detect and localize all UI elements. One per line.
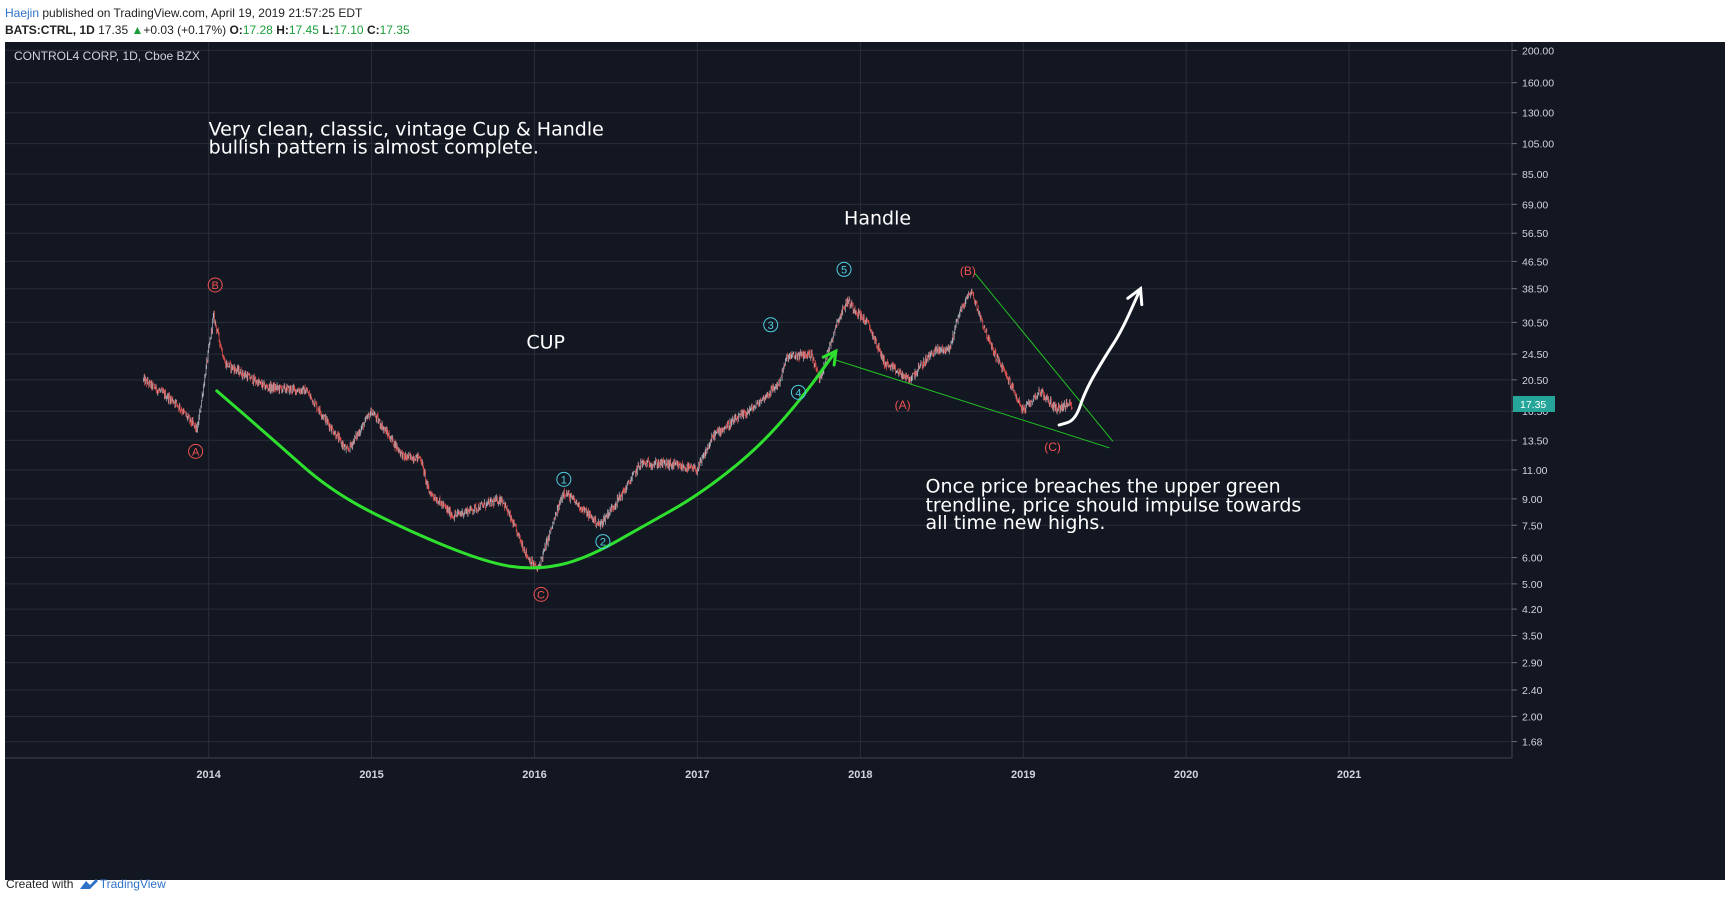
wave-label: C <box>537 589 545 601</box>
footer: Created with TradingView <box>6 877 166 891</box>
drawings <box>215 272 1144 570</box>
annotation-text: Handle <box>844 208 911 230</box>
wave-label: A <box>192 446 200 458</box>
time-tick-label: 2020 <box>1174 769 1198 781</box>
price-tick-label: 11.00 <box>1522 465 1548 477</box>
time-tick-label: 2021 <box>1337 769 1361 781</box>
price-tick-label: 38.50 <box>1522 284 1548 296</box>
price-tick-label: 200.00 <box>1522 45 1554 57</box>
low-value: 17.10 <box>333 23 364 37</box>
cup-curve <box>215 349 838 570</box>
cup-arrowhead <box>821 348 838 367</box>
wave-label: 3 <box>768 320 774 332</box>
time-tick-label: 2014 <box>196 769 221 781</box>
price-chart[interactable]: B A C 1 2 3 4 5 (B) (A) (C) Very clean, classic, v… <box>5 42 1725 880</box>
low-label: L: <box>322 23 334 37</box>
symbol-label: BATS:CTRL, 1D <box>5 23 95 37</box>
price-tick-label: 7.50 <box>1522 520 1543 532</box>
trendline <box>835 359 1110 449</box>
ohlc-line: BATS:CTRL, 1D 17.35 ▲+0.03 (+0.17%) O:17… <box>5 23 410 37</box>
time-tick-label: 2015 <box>359 769 383 781</box>
last-price-badge <box>1513 395 1555 412</box>
up-arrow-icon: ▲ <box>131 23 144 37</box>
wave-labels: B A C 1 2 3 4 5 (B) (A) (C) <box>188 261 1061 602</box>
last-price-badge-label: 17.35 <box>1520 399 1546 411</box>
price-tick-label: 46.50 <box>1522 256 1548 268</box>
wave-label-circle <box>790 384 806 400</box>
wave-label-circle <box>207 277 223 293</box>
axes: 200.00 160.00 130.00 105.00 85.00 69.00 56.50 4… <box>5 42 1555 781</box>
close-value: 17.35 <box>379 23 410 37</box>
price-change: +0.03 (+0.17%) <box>143 23 227 37</box>
price-tick-label: 2.00 <box>1522 711 1543 723</box>
chart-area[interactable]: B A C 1 2 3 4 5 (B) (A) (C) Very clean, classic, v… <box>5 42 1725 880</box>
wave-label: 2 <box>600 537 606 549</box>
price-tick-label: 20.50 <box>1522 375 1548 387</box>
price-tick-label: 160.00 <box>1522 78 1554 90</box>
open-label: O: <box>229 23 243 37</box>
wave-label-circle <box>836 261 852 277</box>
chart-header: Haejin published on TradingView.com, Apr… <box>0 0 1728 42</box>
wave-label-circle <box>595 534 611 550</box>
annotation-text: bullish pattern is almost complete. <box>209 137 539 159</box>
price-tick-label: 2.40 <box>1522 685 1543 697</box>
high-value: 17.45 <box>288 23 319 37</box>
close-label: C: <box>366 23 380 37</box>
annotations: Very clean, classic, vintage Cup & Handl… <box>209 119 1302 535</box>
open-value: 17.28 <box>242 23 273 37</box>
wave-label: 4 <box>795 387 801 399</box>
wave-label: (B) <box>960 264 976 278</box>
price-tick-label: 4.20 <box>1522 604 1543 616</box>
projection-arrow <box>1057 287 1143 427</box>
price-tick-label: 5.00 <box>1522 579 1543 591</box>
candles <box>143 288 1073 573</box>
annotation-text: Once price breaches the upper green <box>925 476 1280 498</box>
price-tick-label: 56.50 <box>1522 228 1548 240</box>
price-tick-label: 3.50 <box>1522 630 1543 642</box>
created-with-text: Created with <box>6 877 74 891</box>
time-tick-label: 2017 <box>685 769 709 781</box>
wave-label-circle <box>763 317 779 333</box>
wave-label-circle <box>556 471 572 487</box>
time-tick-label: 2016 <box>522 769 546 781</box>
price-tick-label: 130.00 <box>1522 108 1554 120</box>
time-tick-label: 2018 <box>848 769 872 781</box>
time-tick-label: 2019 <box>1011 769 1035 781</box>
wave-label: (A) <box>895 398 911 412</box>
publish-line: Haejin published on TradingView.com, Apr… <box>5 6 362 20</box>
price-tick-label: 24.50 <box>1522 349 1548 361</box>
wave-label: 5 <box>841 264 847 276</box>
price-tick-label: 6.00 <box>1522 553 1543 565</box>
published-text: published on TradingView.com, April 19, … <box>42 6 363 20</box>
high-label: H: <box>276 23 289 37</box>
price-tick-label: 30.50 <box>1522 317 1548 329</box>
author-link[interactable]: Haejin <box>5 6 40 20</box>
tradingview-brand[interactable]: TradingView <box>99 877 166 891</box>
annotation-text: Very clean, classic, vintage Cup & Handl… <box>209 119 604 141</box>
wave-label: B <box>211 280 218 292</box>
wave-label: (C) <box>1044 440 1061 454</box>
chart-background <box>5 42 1725 880</box>
wave-label-circle <box>533 586 549 602</box>
trendline <box>973 272 1114 442</box>
price-tick-label: 13.50 <box>1522 435 1548 447</box>
last-price: 17.35 <box>98 23 129 37</box>
price-tick-label: 2.90 <box>1522 658 1543 670</box>
wave-label: 1 <box>561 474 567 486</box>
price-tick-label: 105.00 <box>1522 139 1554 151</box>
annotation-text: CUP <box>526 331 565 353</box>
price-tick-label: 9.00 <box>1522 494 1543 506</box>
projection-arrowhead <box>1126 285 1144 307</box>
price-tick-label: 69.00 <box>1522 199 1548 211</box>
grid <box>5 42 1512 758</box>
tradingview-logo-icon <box>79 879 98 889</box>
annotation-text: all time new highs. <box>925 512 1105 534</box>
price-tick-label: 85.00 <box>1522 169 1548 181</box>
wave-label-circle <box>188 443 204 459</box>
annotation-text: trendline, price should impulse towards <box>925 494 1301 516</box>
chart-title: CONTROL4 CORP, 1D, Cboe BZX <box>14 49 200 63</box>
price-tick-label: 1.68 <box>1522 737 1543 749</box>
